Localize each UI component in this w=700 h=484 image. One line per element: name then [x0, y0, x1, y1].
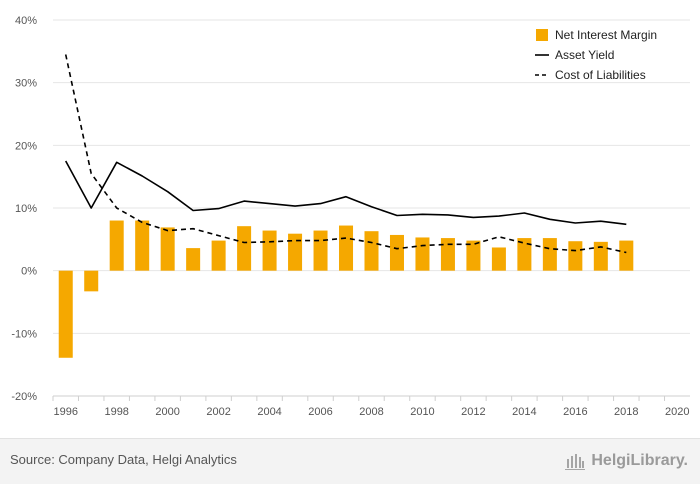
x-tick-label: 2014: [512, 406, 536, 418]
footer: Source: Company Data, Helgi Analytics He…: [0, 438, 700, 484]
y-tick-label: 30%: [15, 78, 37, 90]
bar: [415, 237, 430, 271]
bar: [593, 241, 608, 271]
bar: [109, 220, 124, 271]
bar: [135, 220, 150, 271]
bar: [211, 240, 226, 271]
bar: [619, 240, 634, 271]
legend-label: Asset Yield: [555, 48, 614, 62]
bar: [313, 230, 328, 271]
bar: [440, 238, 455, 271]
bar: [364, 231, 379, 271]
y-tick-label: 0%: [21, 266, 37, 278]
x-tick-label: 2010: [410, 406, 434, 418]
bar: [466, 240, 481, 271]
legend-label: Cost of Liabilities: [555, 68, 646, 82]
x-tick-label: 2002: [206, 406, 230, 418]
bar: [262, 230, 277, 271]
library-building-icon: [565, 454, 586, 470]
bar: [160, 227, 175, 271]
legend-label: Net Interest Margin: [555, 28, 657, 42]
bar: [339, 225, 354, 271]
cost-of-liabilities-line: [64, 54, 627, 254]
legend: Net Interest Margin Asset Yield Cost of Li…: [535, 28, 657, 82]
y-tick-label: 20%: [15, 140, 37, 152]
x-tick-label: 2000: [155, 406, 179, 418]
y-tick-label: -10%: [11, 328, 37, 340]
line-series: [64, 54, 627, 254]
asset-yield-line: [64, 160, 627, 226]
y-axis: -20% -10% 0% 10% 20% 30% 40%: [11, 15, 37, 403]
x-tick-label: 2020: [665, 406, 689, 418]
bar-series: [58, 220, 634, 358]
bar: [58, 270, 73, 358]
bar: [517, 238, 532, 271]
y-tick-label: 10%: [15, 203, 37, 215]
x-tick-label: 2016: [563, 406, 587, 418]
source-note: Source: Company Data, Helgi Analytics: [10, 452, 237, 467]
bar: [491, 247, 506, 271]
x-tick-label: 1998: [104, 406, 128, 418]
bar: [288, 233, 303, 271]
logo-text: HelgiLibrary.: [591, 452, 688, 469]
bar: [237, 226, 252, 271]
x-tick-label: 2006: [308, 406, 332, 418]
bar: [568, 241, 583, 271]
helgi-library-logo: HelgiLibrary.: [563, 449, 688, 473]
y-tick-label: 40%: [15, 15, 37, 27]
chart: -20% -10% 0% 10% 20% 30% 40% 1996 1998 2000 2002 2…: [11, 15, 690, 418]
x-tick-label: 2004: [257, 406, 281, 418]
bar: [186, 248, 201, 271]
bar: [542, 238, 557, 271]
bar: [84, 270, 99, 292]
x-axis: 1996 1998 2000 2002 2004 2006 2008 2010 2012 2014…: [52, 396, 690, 418]
x-tick-label: 1996: [53, 406, 77, 418]
x-tick-label: 2008: [359, 406, 383, 418]
x-tick-label: 2012: [461, 406, 485, 418]
legend-swatch: [536, 29, 548, 41]
x-tick-label: 2018: [614, 406, 638, 418]
y-tick-label: -20%: [11, 391, 37, 403]
bar: [389, 234, 404, 271]
